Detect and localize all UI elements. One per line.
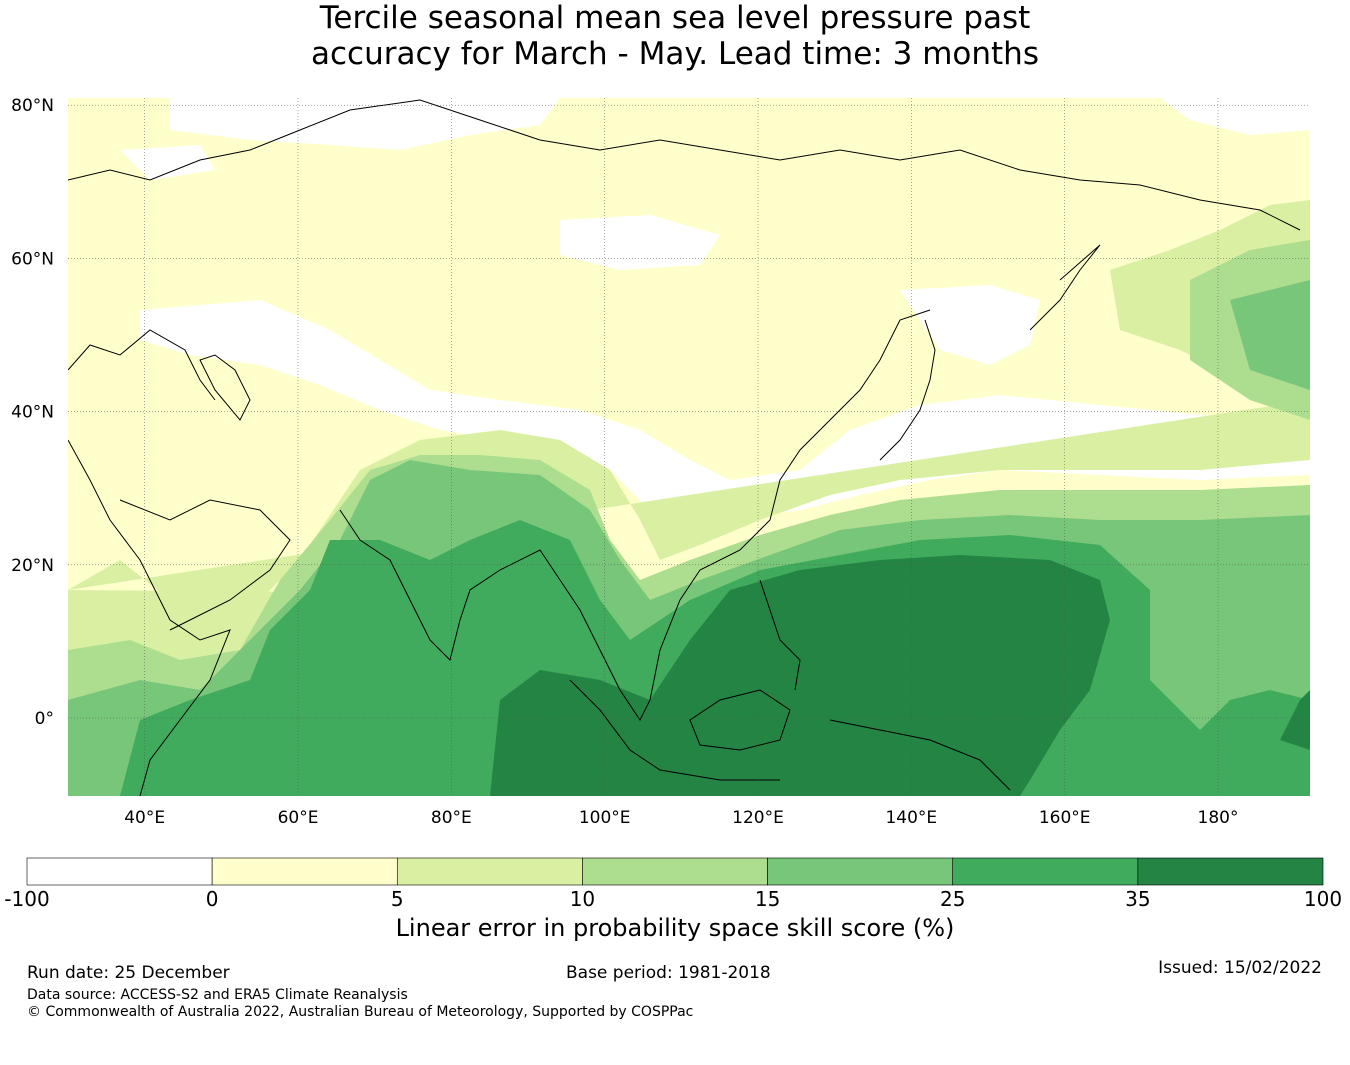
lon-tick-label: 140°E: [885, 808, 937, 828]
colorbar-tick-label: 35: [1125, 887, 1150, 911]
run-date: Run date: 25 December: [27, 963, 230, 983]
coastline-borneo: [689, 689, 791, 751]
coastline-caspian: [199, 354, 251, 421]
colorbar-tick-label: 15: [755, 887, 780, 911]
colorbar-segment: [582, 857, 768, 886]
title-line-2: accuracy for March - May. Lead time: 3 m…: [311, 36, 1039, 72]
data-source: Data source: ACCESS-S2 and ERA5 Climate …: [27, 987, 408, 1003]
colorbar-segment: [952, 857, 1139, 886]
base-period: Base period: 1981-2018: [566, 963, 771, 983]
colorbar-segment: [1137, 857, 1324, 886]
skill-region-negative: [120, 98, 1310, 550]
lon-tick-label: 160°E: [1039, 808, 1091, 828]
lon-tick-label: 80°E: [431, 808, 472, 828]
coastline-arctic: [68, 99, 1301, 231]
coastline-arabian-peninsula: [119, 499, 291, 631]
colorbar-label: Linear error in probability space skill …: [395, 914, 955, 942]
map-plot-area: [68, 98, 1310, 796]
coastline-kamchatka: [1029, 244, 1101, 331]
coastline-philippines: [759, 579, 801, 691]
lon-tick-label: 40°E: [124, 808, 165, 828]
colorbar-tick-label: 100: [1304, 887, 1342, 911]
colorbar-tick-label: 10: [570, 887, 595, 911]
longitude-labels: 40°E 60°E 80°E 100°E 120°E 140°E 160°E 180°: [124, 808, 1238, 828]
coastline-japan: [879, 319, 936, 461]
lon-tick-label: 180°: [1198, 808, 1239, 828]
copyright: © Commonwealth of Australia 2022, Austra…: [27, 1004, 694, 1020]
skill-region-35-100: [490, 555, 1310, 796]
issued-date: Issued: 15/02/2022: [1158, 958, 1322, 978]
coastline-mediterranean: [68, 329, 216, 401]
lat-tick-label: 80°N: [11, 96, 54, 116]
chart-title: Tercile seasonal mean sea level pressure…: [0, 0, 1350, 72]
lon-tick-label: 120°E: [732, 808, 784, 828]
colorbar-segment: [211, 857, 398, 886]
lat-tick-label: 20°N: [11, 556, 54, 576]
coastline-new-guinea: [829, 719, 1011, 791]
graticule: [68, 98, 1310, 796]
coastline-sumatra-java: [569, 679, 780, 781]
coastline-india: [339, 509, 561, 661]
colorbar: -100 0 5 10 15 25 35 100: [4, 857, 1342, 911]
coastlines: [68, 99, 1301, 796]
colorbar-tick-label: 0: [206, 887, 219, 911]
colorbar-tick-label: -100: [4, 887, 49, 911]
title-line-1: Tercile seasonal mean sea level pressure…: [319, 0, 1031, 36]
lat-tick-label: 60°N: [11, 249, 54, 269]
colorbar-segment: [26, 857, 213, 886]
colorbar-tick-label: 25: [940, 887, 965, 911]
colorbar-tick-label: 5: [391, 887, 404, 911]
colorbar-segment: [767, 857, 954, 886]
coastline-southeast-asia: [559, 309, 931, 721]
lon-tick-label: 100°E: [579, 808, 631, 828]
coastline-arabia-africa: [68, 439, 231, 796]
lat-tick-label: 40°N: [11, 403, 54, 423]
lat-tick-label: 0°: [35, 709, 54, 729]
lon-tick-label: 60°E: [278, 808, 319, 828]
latitude-labels: 80°N 60°N 40°N 20°N 0°: [11, 96, 54, 729]
colorbar-segment: [396, 857, 583, 886]
